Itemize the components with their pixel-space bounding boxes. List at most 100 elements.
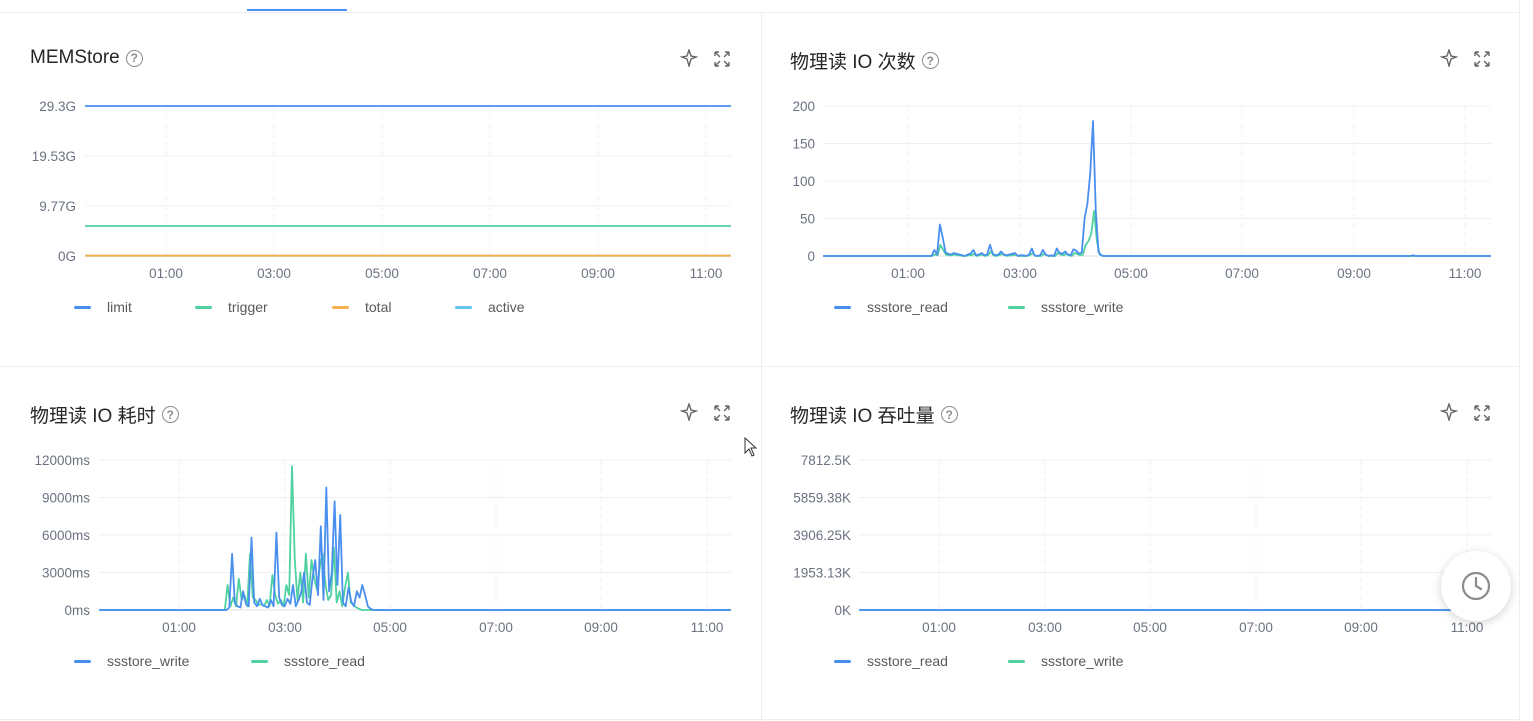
legend-swatch [74, 659, 91, 663]
legend-swatch [251, 659, 268, 663]
x-tick-label: 07:00 [1239, 620, 1273, 635]
y-tick-label: 5859.38K [793, 491, 851, 506]
x-tick-label: 03:00 [257, 266, 291, 281]
y-tick-label: 150 [792, 137, 815, 152]
y-tick-label: 9.77G [39, 199, 76, 214]
legend-item-active[interactable]: active [455, 299, 525, 315]
series-line-ssstore_read [823, 120, 1491, 257]
expand-icon[interactable] [1473, 50, 1491, 68]
pin-icon[interactable] [680, 403, 698, 421]
clock-icon [1461, 571, 1491, 601]
x-tick-label: 07:00 [1225, 266, 1259, 281]
y-tick-label: 200 [792, 99, 815, 114]
y-tick-label: 19.53G [32, 149, 76, 164]
panel-title: 物理读 IO 耗时 ? [30, 401, 179, 428]
panel-title: MEMStore ? [30, 47, 143, 69]
y-tick-label: 29.3G [39, 99, 76, 114]
legend-label: limit [107, 299, 132, 315]
x-tick-label: 11:00 [1449, 266, 1482, 281]
legend-item-ssstore-read[interactable]: ssstore_read [834, 653, 1008, 669]
panel-divider-horizontal [0, 366, 1520, 367]
legend-item-ssstore-read[interactable]: ssstore_read [834, 299, 1008, 315]
legend-label: ssstore_write [1041, 299, 1124, 315]
y-tick-label: 6000ms [42, 528, 90, 543]
legend-label: ssstore_write [107, 653, 190, 669]
question-circle-icon[interactable]: ? [940, 406, 958, 423]
x-tick-label: 11:00 [1451, 620, 1484, 635]
y-tick-label: 100 [792, 174, 815, 189]
y-tick-label: 1953.13K [793, 566, 851, 581]
y-tick-label: 3906.25K [793, 528, 851, 543]
series-line-ssstore_write [99, 486, 731, 611]
legend-label: ssstore_read [867, 653, 948, 669]
x-tick-label: 07:00 [473, 266, 507, 281]
legend-label: trigger [228, 299, 268, 315]
x-tick-label: 09:00 [1337, 266, 1371, 281]
legend-swatch [1008, 659, 1025, 663]
legend-item-trigger[interactable]: trigger [195, 299, 332, 315]
panel-title: 物理读 IO 次数 ? [790, 47, 939, 74]
x-tick-label: 01:00 [922, 620, 956, 635]
y-tick-label: 0 [807, 249, 815, 264]
right-edge [1519, 0, 1520, 721]
x-tick-label: 05:00 [1114, 266, 1148, 281]
legend-label: ssstore_read [867, 299, 948, 315]
question-circle-icon[interactable]: ? [161, 406, 179, 423]
pin-icon[interactable] [1440, 403, 1458, 421]
legend-swatch [74, 305, 91, 309]
x-tick-label: 11:00 [690, 266, 723, 281]
history-button[interactable] [1441, 551, 1511, 621]
io-throughput-legend: ssstore_read ssstore_write [834, 653, 1123, 669]
x-tick-label: 05:00 [373, 620, 407, 635]
legend-label: ssstore_read [284, 653, 365, 669]
x-tick-label: 09:00 [1344, 620, 1378, 635]
legend-swatch [195, 305, 212, 309]
legend-item-ssstore-write[interactable]: ssstore_write [74, 653, 251, 669]
x-tick-label: 09:00 [581, 266, 615, 281]
x-tick-label: 07:00 [479, 620, 513, 635]
expand-icon[interactable] [713, 404, 731, 422]
y-tick-label: 0ms [64, 603, 90, 618]
x-tick-label: 05:00 [365, 266, 399, 281]
legend-swatch [455, 305, 472, 309]
x-tick-label: 03:00 [1028, 620, 1062, 635]
legend-label: active [488, 299, 525, 315]
y-tick-label: 50 [800, 212, 815, 227]
panel-title-text: 物理读 IO 吞吐量 [790, 406, 935, 427]
y-tick-label: 3000ms [42, 566, 90, 581]
pin-icon[interactable] [1440, 49, 1458, 67]
panel-title-text: 物理读 IO 次数 [790, 52, 916, 73]
expand-icon[interactable] [713, 50, 731, 68]
top-tab-bar [0, 0, 1520, 13]
bottom-edge [0, 719, 1520, 720]
active-tab-indicator [247, 9, 347, 11]
x-tick-label: 01:00 [162, 620, 196, 635]
x-tick-label: 03:00 [1003, 266, 1037, 281]
io-latency-chart[interactable]: 12000ms 9000ms 6000ms 3000ms 0ms 01:00 03:00 05… [0, 0, 761, 721]
legend-item-ssstore-write[interactable]: ssstore_write [1008, 653, 1123, 669]
legend-item-ssstore-read[interactable]: ssstore_read [251, 653, 365, 669]
x-tick-label: 11:00 [691, 620, 724, 635]
io-count-chart[interactable]: 200 150 100 50 0 01:00 03:00 05:00 07:00 09:00 11:… [0, 0, 1520, 366]
panel-title-text: MEMStore [30, 47, 120, 68]
pin-icon[interactable] [680, 49, 698, 67]
io-count-legend: ssstore_read ssstore_write [834, 299, 1123, 315]
memstore-legend: limit trigger total active [74, 299, 525, 315]
panel-title: 物理读 IO 吞吐量 ? [790, 401, 958, 428]
x-tick-label: 01:00 [891, 266, 925, 281]
legend-item-ssstore-write[interactable]: ssstore_write [1008, 299, 1123, 315]
memstore-chart[interactable]: 29.3G 19.53G 9.77G 0G 01:00 03:00 05:00 07:00 09… [0, 0, 761, 366]
question-circle-icon[interactable]: ? [125, 49, 143, 67]
y-tick-label: 9000ms [42, 491, 90, 506]
y-tick-label: 7812.5K [801, 453, 851, 468]
legend-item-total[interactable]: total [332, 299, 455, 315]
question-circle-icon[interactable]: ? [921, 52, 939, 69]
legend-label: ssstore_write [1041, 653, 1124, 669]
y-tick-label: 0G [58, 249, 76, 264]
legend-item-limit[interactable]: limit [74, 299, 195, 315]
expand-icon[interactable] [1473, 404, 1491, 422]
x-tick-label: 05:00 [1133, 620, 1167, 635]
y-tick-label: 12000ms [34, 453, 90, 468]
mouse-pointer-icon [744, 437, 758, 457]
